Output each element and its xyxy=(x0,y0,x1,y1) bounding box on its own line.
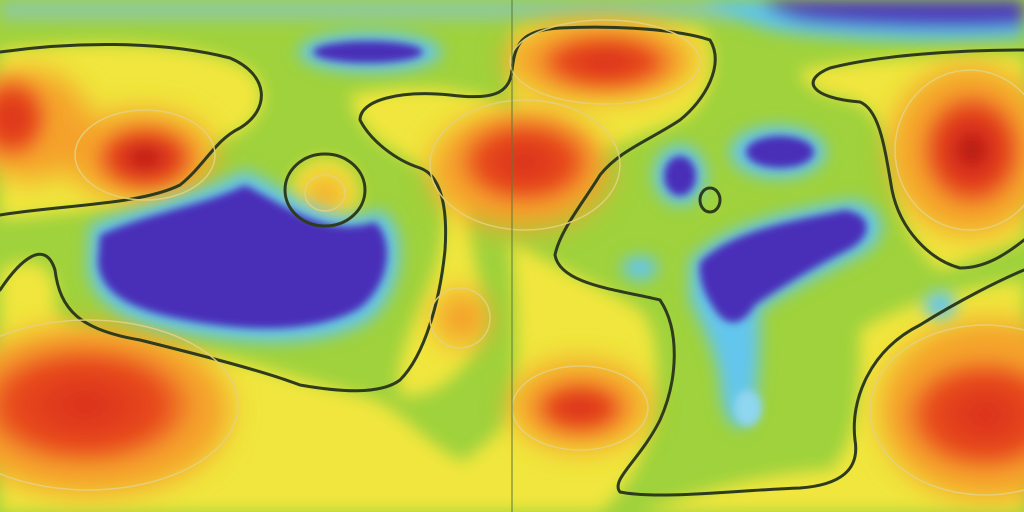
anomaly-red-north-center xyxy=(535,32,675,92)
anomaly-red-center-lower xyxy=(532,380,628,436)
anomaly-red-center xyxy=(455,117,595,207)
anomaly-red-east-upper xyxy=(920,92,1024,208)
red-anomalies xyxy=(0,32,1024,475)
blue-anomalies xyxy=(98,41,867,329)
anomaly-blue-north-small xyxy=(313,41,423,63)
anomaly-blue-east-large xyxy=(699,210,867,323)
anomaly-red-east-lower xyxy=(900,355,1024,475)
anomaly-blue-top-right xyxy=(746,136,814,168)
anomaly-blue-east-small xyxy=(664,156,696,196)
anomaly-red-west-edge xyxy=(0,76,50,160)
anomaly-red-west-lower xyxy=(0,340,200,470)
anomaly-blue-west-large xyxy=(98,185,387,329)
anomaly-red-west-upper xyxy=(95,125,195,191)
light-blue-spot xyxy=(734,390,762,426)
